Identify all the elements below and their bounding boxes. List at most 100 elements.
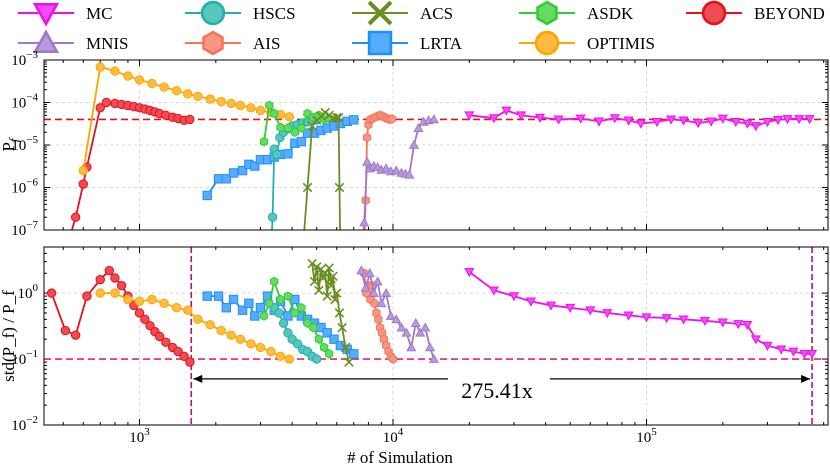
point-acs	[334, 308, 345, 318]
point-mc	[750, 122, 761, 132]
axes-frame	[43, 59, 829, 231]
point-asdk	[297, 302, 306, 313]
point-beyond	[70, 212, 81, 222]
point-mc	[750, 335, 761, 345]
point-mnis	[359, 217, 370, 227]
point-mnis	[401, 327, 412, 337]
point-mc	[733, 320, 744, 330]
legend-label: OPTIMIS	[587, 34, 655, 53]
point-mc	[782, 115, 793, 125]
point-optimis	[275, 351, 286, 362]
axes-frame	[43, 246, 829, 426]
point-optimis	[284, 112, 295, 122]
point-lrta	[329, 334, 339, 344]
point-mc	[623, 116, 634, 126]
point-beyond	[185, 357, 195, 367]
point-mc	[717, 318, 728, 328]
point-mnis	[391, 314, 402, 324]
point-lrta	[255, 303, 266, 313]
point-beyond	[61, 248, 69, 256]
point-mc	[553, 115, 564, 125]
point-mnis	[408, 139, 420, 149]
point-mc	[575, 114, 586, 124]
point-asdk	[270, 108, 279, 119]
point-optimis	[216, 96, 226, 107]
point-lrta	[290, 294, 300, 305]
point-asdk	[314, 334, 324, 344]
point-optimis	[255, 105, 266, 116]
point-beyond	[78, 179, 88, 189]
point-acs	[302, 182, 313, 193]
point-optimis	[226, 330, 236, 340]
point-mc	[699, 316, 710, 327]
point-mc	[585, 306, 596, 316]
point-mc	[693, 119, 704, 129]
point-lrta	[202, 190, 212, 201]
point-optimis	[255, 342, 266, 353]
point-optimis	[246, 103, 256, 113]
point-mnis	[376, 298, 387, 308]
point-optimis	[235, 100, 246, 111]
point-mnis	[413, 122, 424, 132]
legend-marker-optimis	[534, 30, 560, 56]
point-lrta	[237, 165, 248, 176]
point-mc	[666, 115, 677, 125]
point-acs	[326, 280, 336, 291]
y-tick-label: 10−6	[11, 177, 38, 197]
point-mc	[762, 341, 773, 351]
point-mnis	[360, 282, 371, 292]
point-mc	[635, 119, 646, 129]
x-tick-label: 104	[383, 426, 404, 446]
x-axis-label: # of Simulation	[347, 448, 453, 466]
legend-marker-acs	[367, 0, 393, 26]
point-asdk	[297, 123, 306, 133]
point-lrta	[202, 291, 212, 301]
y-tick-label: 10−1	[11, 348, 38, 368]
arrowhead-left	[193, 374, 203, 383]
point-mnis	[381, 163, 392, 173]
point-mnis	[357, 248, 365, 256]
point-lrta	[349, 115, 359, 125]
y-tick-label: 10−7	[11, 219, 38, 239]
point-mnis	[424, 342, 436, 352]
point-beyond	[104, 265, 114, 276]
point-beyond	[60, 325, 71, 336]
point-mc	[788, 347, 799, 357]
point-asdk	[290, 308, 299, 318]
y-tick-label: 10−4	[11, 92, 38, 112]
point-mnis	[368, 287, 379, 297]
point-optimis	[123, 294, 133, 305]
point-beyond	[116, 280, 127, 291]
point-mnis	[410, 317, 421, 328]
point-optimis	[205, 320, 215, 330]
point-optimis	[123, 71, 133, 81]
point-optimis	[110, 66, 120, 76]
legend-marker-ais	[202, 30, 224, 56]
point-beyond	[161, 337, 171, 347]
point-mc	[464, 111, 475, 121]
legend-marker-beyond	[701, 0, 727, 26]
point-hscs	[267, 212, 278, 222]
y-tick-label: 100	[18, 282, 39, 302]
legend: MC MNIS HSCS AIS ACS LRTA ASDK OPTIMIS BEYOND	[18, 0, 825, 56]
point-mc	[594, 117, 605, 127]
point-optimis	[183, 305, 193, 315]
point-beyond	[110, 273, 120, 283]
point-acs	[337, 322, 347, 333]
point-mc	[464, 267, 475, 278]
x-tick-label: 105	[636, 426, 657, 446]
legend-marker-mnis	[32, 29, 60, 54]
point-mnis	[364, 268, 375, 278]
point-asdk	[320, 342, 329, 353]
point-ais	[388, 354, 398, 364]
point-lrta	[322, 328, 332, 338]
point-asdk	[270, 276, 279, 287]
point-lrta	[296, 136, 307, 147]
point-optimis	[95, 288, 105, 298]
point-asdk	[265, 298, 274, 309]
point-asdk	[259, 311, 269, 321]
point-mc	[730, 118, 741, 128]
legend-label: ACS	[420, 4, 453, 23]
legend-entry-acs: ACS	[352, 0, 453, 26]
point-mc	[776, 345, 787, 355]
